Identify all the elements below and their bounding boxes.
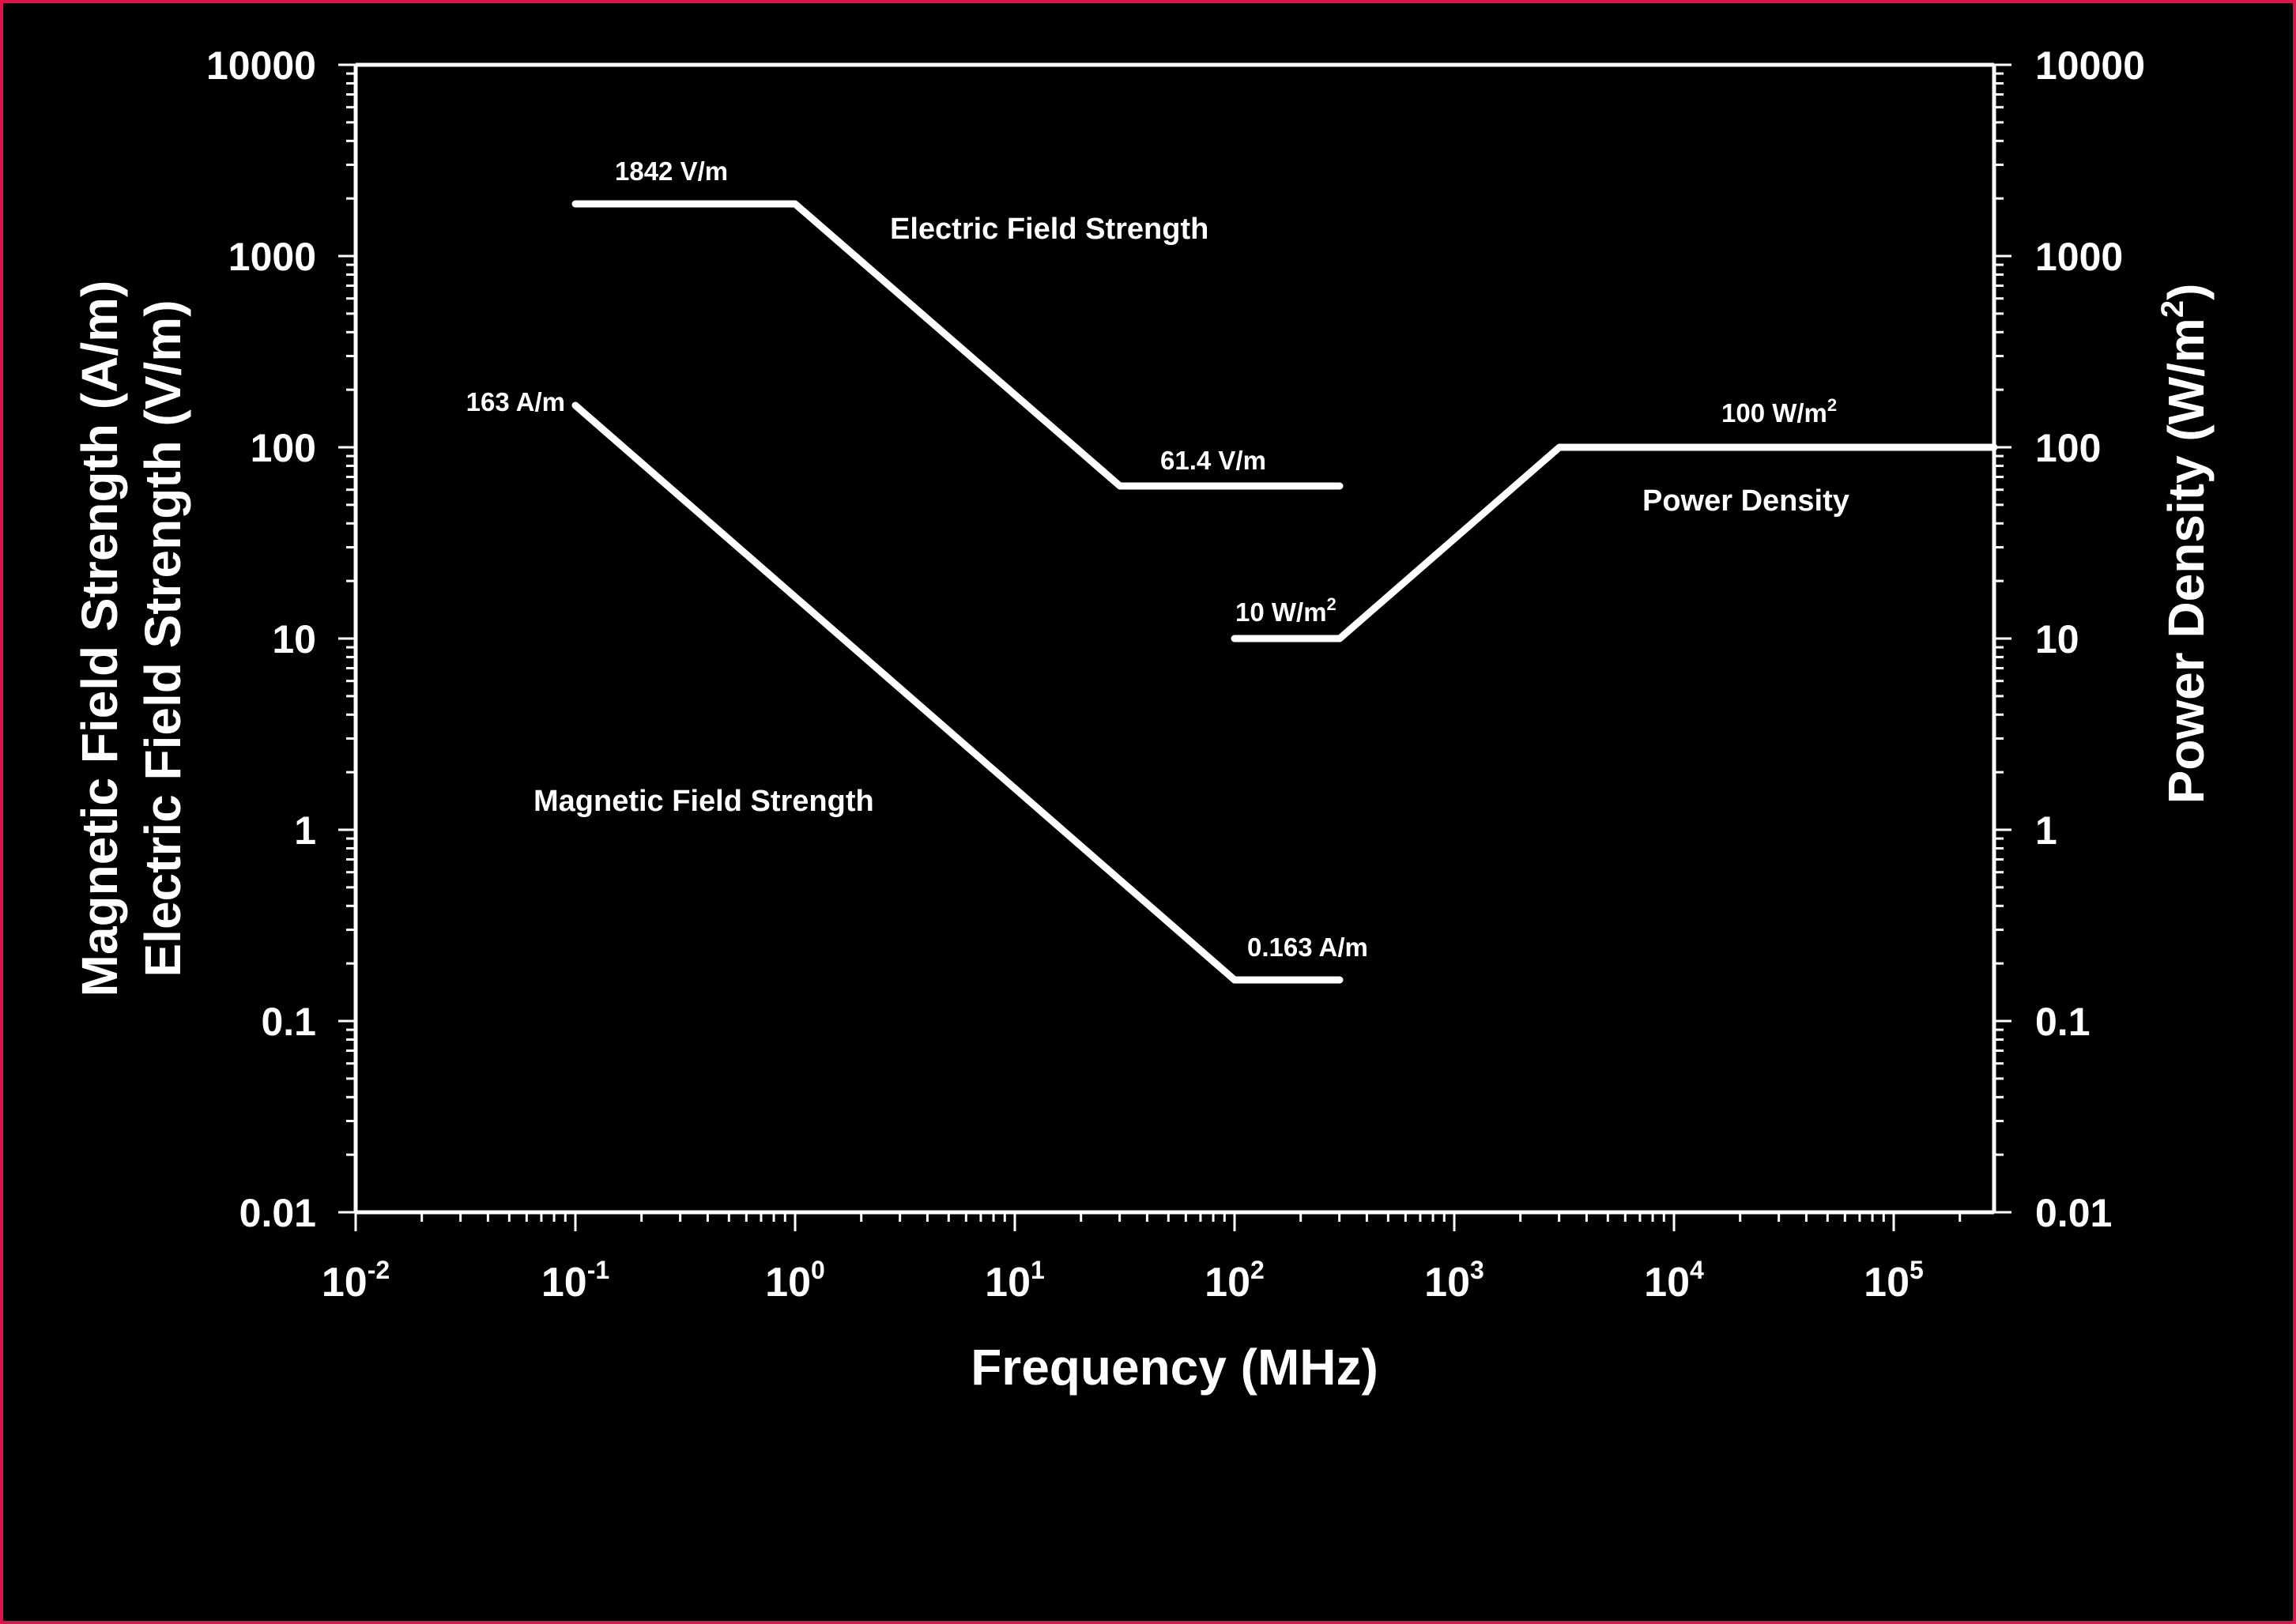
- y-axis-title-left-line2: Electric Field Strength (V/m): [134, 300, 191, 977]
- y-tick-label-left: 10: [272, 617, 316, 661]
- y-axis-title-right: Power Density (W/m2): [2155, 284, 2215, 804]
- series-label-electric: Electric Field Strength: [890, 213, 1208, 246]
- y-tick-label-left: 1: [294, 808, 316, 853]
- annotation-163: 163 A/m: [466, 387, 565, 416]
- y-tick-label-right: 0.01: [2035, 1191, 2112, 1235]
- axis-ticks: [338, 63, 2011, 1231]
- y-tick-label-left: 10000: [206, 43, 316, 88]
- x-tick-label: 102: [1205, 1256, 1265, 1306]
- x-tick-labels: 10-2 10-1 100 101 102 103 104 105: [322, 1256, 1924, 1306]
- annotation-0-163: 0.163 A/m: [1247, 933, 1368, 962]
- y-tick-labels-left: 10000 1000 100 10 1 0.1 0.01: [206, 43, 316, 1235]
- y-tick-label-left: 0.1: [261, 1000, 316, 1044]
- y-tick-label-right: 1000: [2035, 235, 2123, 279]
- y-axis-title-left: Magnetic Field Strength (A/m) Electric F…: [71, 281, 191, 997]
- y-tick-label-right: 0.1: [2035, 1000, 2091, 1044]
- x-tick-label: 100: [765, 1256, 825, 1306]
- y-axis-title-left-line1: Magnetic Field Strength (A/m): [71, 281, 128, 997]
- y-tick-label-right: 1: [2035, 808, 2057, 853]
- x-tick-label: 10-2: [322, 1256, 390, 1306]
- annotation-1842: 1842 V/m: [615, 156, 728, 186]
- annotation-61-4: 61.4 V/m: [1160, 446, 1266, 475]
- y-tick-label-right: 10: [2035, 617, 2079, 661]
- y-tick-label-left: 1000: [228, 235, 316, 279]
- x-axis-title: Frequency (MHz): [971, 1339, 1378, 1396]
- x-tick-label: 105: [1864, 1256, 1924, 1306]
- y-tick-label-left: 0.01: [239, 1191, 316, 1235]
- series-magnetic-field-line: [571, 401, 1344, 984]
- series-power-density-line: [1231, 443, 1998, 642]
- x-tick-label: 104: [1644, 1256, 1704, 1306]
- series-electric-field-line: [571, 200, 1344, 490]
- x-tick-label: 101: [985, 1256, 1045, 1306]
- annotation-100w: 100 W/m2: [1721, 395, 1837, 428]
- y-tick-label-right: 100: [2035, 426, 2101, 470]
- series-label-magnetic: Magnetic Field Strength: [533, 785, 874, 818]
- y-tick-label-left: 100: [251, 426, 316, 470]
- y-tick-labels-right: 10000 1000 100 10 1 0.1 0.01: [2035, 43, 2145, 1235]
- series-label-power: Power Density: [1642, 484, 1849, 518]
- annotation-10w: 10 W/m2: [1235, 594, 1337, 627]
- y-tick-label-right: 10000: [2035, 43, 2145, 88]
- x-tick-label: 10-1: [541, 1256, 609, 1306]
- x-tick-label: 103: [1424, 1256, 1484, 1306]
